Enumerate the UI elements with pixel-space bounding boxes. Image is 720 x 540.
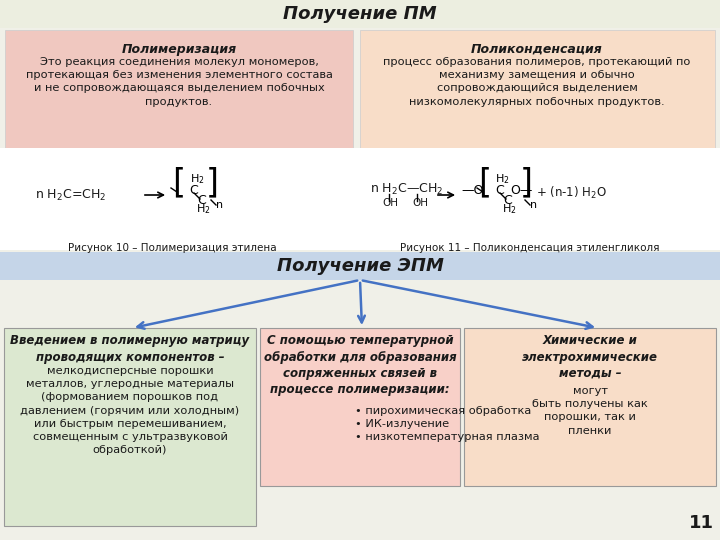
Bar bbox=[464, 328, 716, 486]
Text: n H$_2$C—CH$_2$: n H$_2$C—CH$_2$ bbox=[370, 181, 444, 197]
Text: H$_2$: H$_2$ bbox=[190, 172, 204, 186]
Text: H$_2$: H$_2$ bbox=[495, 172, 510, 186]
Text: Введением в полимерную матрицу
проводящих компонентов –: Введением в полимерную матрицу проводящи… bbox=[10, 334, 250, 363]
Text: Полимеризация: Полимеризация bbox=[122, 43, 237, 56]
Text: ]: ] bbox=[520, 166, 533, 199]
Bar bbox=[5, 30, 353, 148]
Text: OH: OH bbox=[412, 198, 428, 208]
Text: Получение ПМ: Получение ПМ bbox=[283, 5, 437, 23]
Text: мелкодисперсные порошки
металлов, углеродные материалы
(формованием порошков под: мелкодисперсные порошки металлов, углеро… bbox=[20, 366, 240, 455]
Text: ]: ] bbox=[206, 166, 219, 199]
Text: C: C bbox=[503, 193, 512, 206]
Text: Поликонденсация: Поликонденсация bbox=[471, 43, 603, 56]
Bar bbox=[4, 328, 256, 526]
Bar bbox=[0, 148, 720, 250]
Bar bbox=[260, 328, 460, 486]
Text: Получение ЭПМ: Получение ЭПМ bbox=[276, 257, 444, 275]
Bar bbox=[0, 252, 720, 280]
Bar bbox=[0, 280, 720, 328]
Text: + (n-1) H$_2$O: + (n-1) H$_2$O bbox=[536, 185, 607, 201]
Text: 11: 11 bbox=[689, 514, 714, 532]
Text: C: C bbox=[197, 193, 206, 206]
Text: n: n bbox=[216, 200, 223, 210]
Text: • пирохимическая обработка
• ИК-излучение
• низкотемпературная плазма: • пирохимическая обработка • ИК-излучени… bbox=[355, 406, 539, 442]
Text: [: [ bbox=[478, 166, 491, 199]
Bar bbox=[0, 0, 720, 270]
Text: процесс образования полимеров, протекающий по
механизму замещения и обычно
сопро: процесс образования полимеров, протекающ… bbox=[383, 57, 690, 106]
Text: [: [ bbox=[172, 166, 185, 199]
Text: n: n bbox=[530, 200, 537, 210]
Bar bbox=[360, 30, 715, 148]
Bar bbox=[0, 0, 720, 28]
Text: O—: O— bbox=[510, 185, 532, 198]
Text: H$_2$: H$_2$ bbox=[502, 202, 517, 216]
Text: С помощью температурной
обработки для образования
сопряженных связей в
процессе : С помощью температурной обработки для об… bbox=[264, 334, 456, 396]
Text: Рисунок 10 – Полимеризация этилена: Рисунок 10 – Полимеризация этилена bbox=[68, 243, 276, 253]
Text: могут
быть получены как
порошки, так и
пленки: могут быть получены как порошки, так и п… bbox=[532, 386, 648, 436]
Text: Это реакция соединения молекул мономеров,
протекающая без изменения элементного : Это реакция соединения молекул мономеров… bbox=[26, 57, 333, 106]
Text: C: C bbox=[495, 184, 504, 197]
Text: C: C bbox=[189, 184, 198, 197]
Text: OH: OH bbox=[382, 198, 398, 208]
Text: Рисунок 11 – Поликонденсация этиленгликоля: Рисунок 11 – Поликонденсация этиленглико… bbox=[400, 243, 660, 253]
Text: H$_2$: H$_2$ bbox=[196, 202, 211, 216]
Text: n H$_2$C=CH$_2$: n H$_2$C=CH$_2$ bbox=[35, 187, 107, 202]
Text: —O: —O bbox=[461, 185, 483, 198]
Text: Химические и
электрохимические
методы –: Химические и электрохимические методы – bbox=[522, 334, 658, 380]
